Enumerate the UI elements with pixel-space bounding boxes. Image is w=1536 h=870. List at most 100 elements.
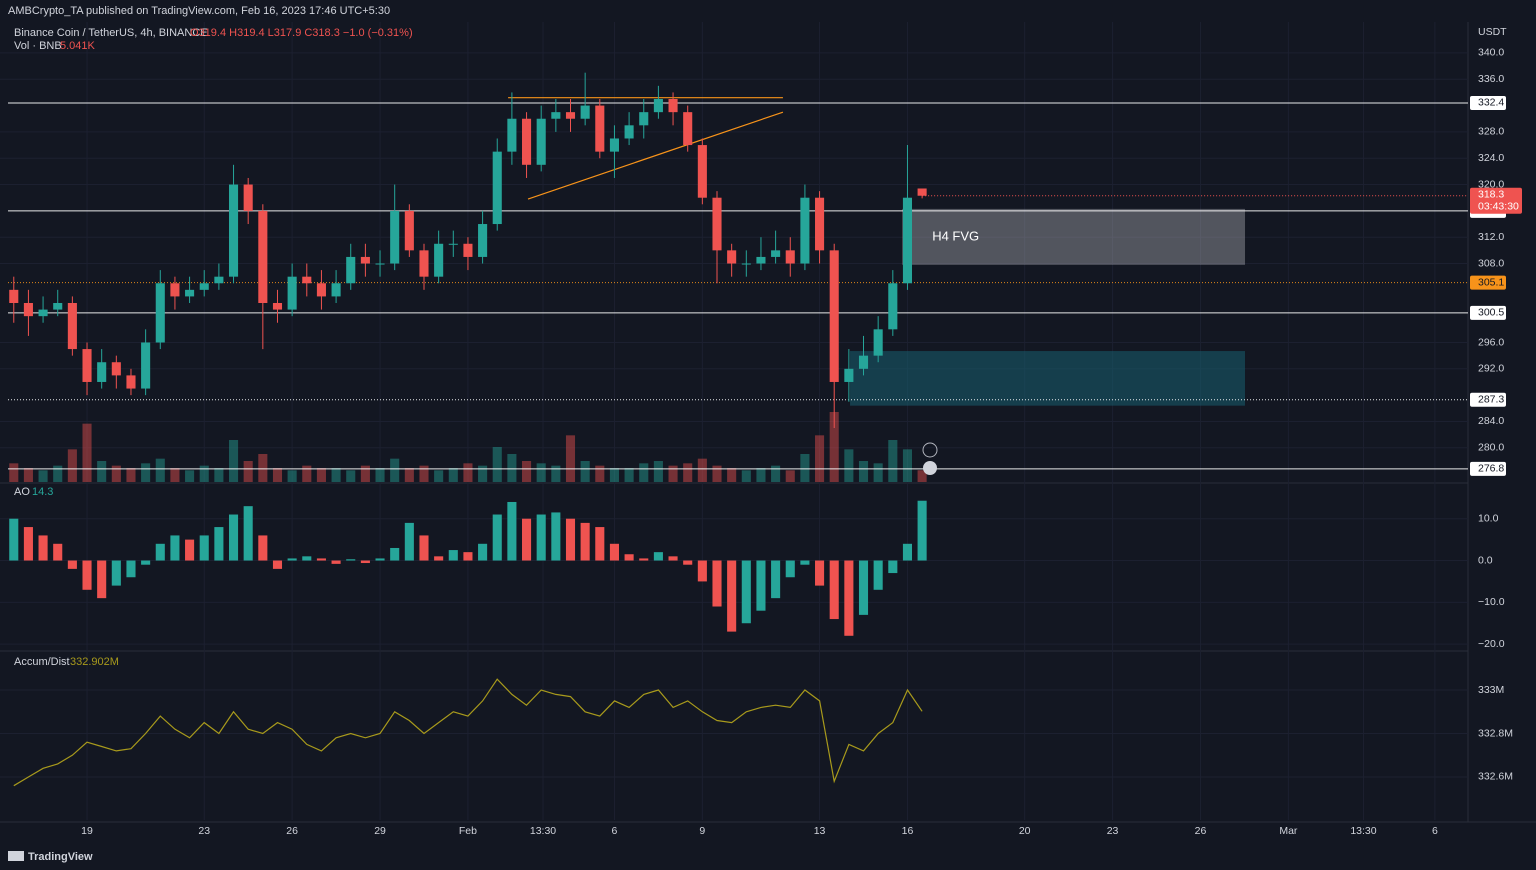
candle-body <box>624 125 634 139</box>
ao-bar <box>360 560 370 564</box>
volume-bar <box>302 465 312 482</box>
last-price: 318.3 <box>1478 189 1504 201</box>
ao-bar <box>390 547 400 561</box>
volume-bar <box>595 465 605 482</box>
ao-bar <box>126 560 136 578</box>
y-tick-label: 340.0 <box>1478 47 1504 59</box>
candle-body <box>448 243 458 245</box>
candle-body <box>23 303 33 317</box>
ao-bar <box>478 543 488 561</box>
volume-bar <box>639 463 649 482</box>
candle-body <box>902 197 913 284</box>
candle-body <box>185 289 195 297</box>
volume-bar <box>815 435 825 482</box>
candle-body <box>858 355 869 369</box>
candle-body <box>67 303 77 350</box>
y-tick-label: 336.0 <box>1478 73 1504 85</box>
ao-bar <box>653 552 663 561</box>
x-tick-label: 13:30 <box>530 825 556 837</box>
volume-bar <box>551 465 561 482</box>
volume-bar <box>858 461 869 482</box>
x-tick-label: 13 <box>814 825 826 837</box>
x-tick-label: 9 <box>699 825 705 837</box>
volume-bar <box>126 468 136 482</box>
ao-bar <box>756 560 766 611</box>
volume-bar <box>917 470 927 482</box>
ao-bar <box>580 522 590 561</box>
level-label: 332.4 <box>1478 97 1504 109</box>
level-label: 305.1 <box>1478 276 1504 288</box>
ao-bar <box>155 543 165 561</box>
y-tick-label: 280.0 <box>1478 442 1504 454</box>
volume-bar <box>888 440 898 482</box>
ao-bar <box>844 560 854 636</box>
y-tick-label: 324.0 <box>1478 152 1504 164</box>
candle-body <box>404 210 414 251</box>
volume-bar <box>346 470 356 482</box>
y-tick-label: 320.0 <box>1478 178 1504 190</box>
candle-body <box>214 276 224 284</box>
ao-value: 14.3 <box>32 486 53 498</box>
ao-bar <box>771 560 781 599</box>
candle-body <box>419 250 429 277</box>
volume-name: Vol · BNB <box>14 40 62 52</box>
candle-body <box>434 243 444 277</box>
ao-bar <box>243 506 253 561</box>
x-tick-label: 6 <box>612 825 618 837</box>
volume-bar <box>360 465 370 482</box>
ao-bar <box>815 560 825 586</box>
candle-body <box>536 118 546 165</box>
volume-bar <box>331 468 341 482</box>
ao-bar <box>785 560 795 578</box>
candle-body <box>126 375 136 389</box>
ao-bar <box>800 560 810 565</box>
x-tick-label: 6 <box>1432 825 1438 837</box>
ao-bar <box>38 535 48 561</box>
volume-bar <box>668 465 678 482</box>
y-tick-label: 332.8M <box>1478 727 1513 739</box>
volume-bar <box>316 468 326 482</box>
event-icon[interactable] <box>922 442 938 458</box>
candle-body <box>199 283 209 290</box>
event-icon[interactable] <box>923 461 937 475</box>
ao-bar <box>888 560 898 574</box>
volume-bar <box>141 463 151 482</box>
candle-body <box>653 98 663 113</box>
volume-bar <box>800 454 810 482</box>
candle-body <box>243 184 253 211</box>
volume-bar <box>214 468 224 482</box>
ad-value: 332.902M <box>70 656 119 668</box>
level-label: 287.3 <box>1478 394 1504 406</box>
ao-bar <box>214 527 224 561</box>
candle-body <box>551 112 561 119</box>
volume-bar <box>38 470 48 482</box>
candle-body <box>815 197 825 251</box>
x-tick-label: 13:30 <box>1350 825 1376 837</box>
candle-body <box>463 243 473 257</box>
ao-bar <box>302 556 312 561</box>
ao-bar <box>917 500 927 561</box>
ao-bar <box>287 558 297 561</box>
volume-bar <box>170 468 180 482</box>
candle-body <box>697 145 707 198</box>
volume-bar <box>97 461 107 482</box>
ao-bar <box>346 559 356 561</box>
volume-bar <box>712 465 722 482</box>
ao-bar <box>258 535 268 561</box>
volume-bar <box>390 458 400 482</box>
y-tick-label: 308.0 <box>1478 257 1504 269</box>
candle-body <box>38 309 48 317</box>
candle-body <box>565 112 576 119</box>
ao-bar <box>419 535 429 561</box>
volume-bar <box>272 468 283 482</box>
publisher: AMBCrypto_TA published on TradingView.co… <box>8 5 390 17</box>
ao-bar <box>404 522 414 561</box>
candle-body <box>170 283 180 297</box>
ao-bar <box>53 543 63 561</box>
currency: USDT <box>1478 26 1507 38</box>
ao-bar <box>82 560 92 590</box>
candle-body <box>97 362 107 382</box>
x-tick-label: 29 <box>374 825 386 837</box>
y-tick-label: 10.0 <box>1478 512 1499 524</box>
